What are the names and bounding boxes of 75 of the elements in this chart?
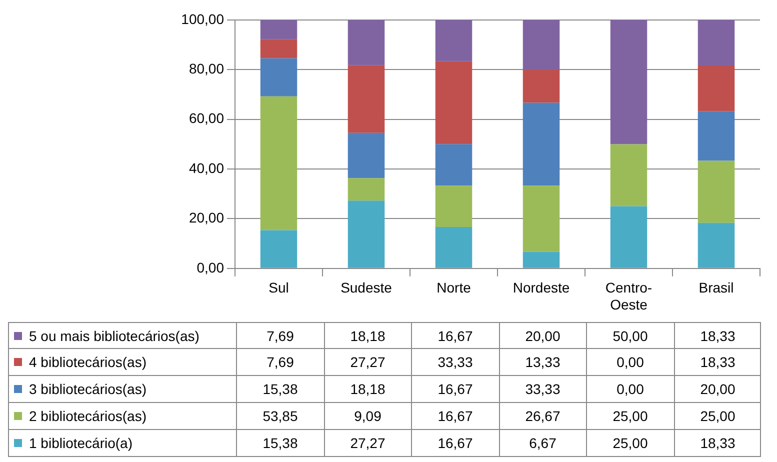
data-label: 20,00 (498, 323, 586, 349)
legend-label: 3 bibliotecários(as) (29, 380, 146, 399)
x-tick-label: Norte (436, 280, 472, 296)
data-label: 26,67 (498, 403, 586, 429)
bar (610, 144, 648, 206)
bar (348, 132, 385, 178)
bar (260, 230, 298, 268)
bar (348, 200, 385, 268)
data-label: 0,00 (586, 349, 674, 375)
bar (435, 186, 472, 227)
data-label: 16,67 (411, 376, 498, 402)
bar (698, 222, 735, 268)
data-label: 18,18 (324, 323, 411, 349)
data-label: 27,27 (324, 349, 411, 375)
data-label: 53,85 (236, 403, 324, 429)
x-tick-label: Sudeste (340, 280, 392, 296)
bar (435, 226, 472, 268)
bar (260, 96, 298, 230)
bar (260, 39, 298, 58)
data-label: 16,67 (411, 323, 498, 349)
x-tick-label: Brasil (698, 280, 734, 296)
data-label: 7,69 (236, 349, 324, 375)
legend-label: 5 ou mais bibliotecários(as) (29, 327, 200, 346)
bar (698, 160, 735, 223)
data-label: 25,00 (674, 403, 761, 429)
data-label: 27,27 (324, 430, 411, 456)
data-label: 15,38 (236, 430, 324, 456)
y-tick-label: 20,00 (188, 210, 224, 226)
data-label: 33,33 (411, 349, 498, 375)
legend-label: 2 bibliotecários(as) (29, 407, 146, 426)
bar (260, 58, 298, 96)
bar (522, 186, 560, 252)
bar (348, 65, 385, 133)
x-tick-label: Centro-Oeste (605, 280, 652, 312)
data-label: 18,33 (674, 349, 761, 375)
data-label: 20,00 (674, 376, 761, 402)
data-label: 0,00 (586, 376, 674, 402)
bar (522, 102, 560, 186)
data-label: 50,00 (586, 323, 674, 349)
data-label: 18,33 (674, 430, 761, 456)
bar (348, 20, 385, 66)
y-tick-label: 100,00 (181, 10, 224, 27)
data-label: 25,00 (586, 430, 674, 456)
bar (522, 20, 560, 70)
data-label: 16,67 (411, 403, 498, 429)
legend-label: 4 bibliotecários(as) (29, 353, 146, 372)
legend-label: 1 bibliotecário(a) (29, 434, 132, 453)
x-tick-label: Sul (268, 280, 289, 296)
bar (260, 20, 298, 40)
data-label: 18,18 (324, 376, 411, 402)
bar (435, 144, 472, 186)
x-tick-label: Nordeste (512, 280, 570, 296)
data-label: 18,33 (674, 323, 761, 349)
bar (698, 66, 735, 112)
y-tick-label: 40,00 (188, 160, 224, 176)
bar (610, 206, 648, 268)
bar (698, 20, 735, 66)
data-label: 15,38 (236, 376, 324, 402)
bar (348, 178, 385, 201)
bar (522, 252, 560, 268)
data-label: 6,67 (498, 430, 586, 456)
y-tick-label: 80,00 (188, 60, 224, 77)
data-label: 9,09 (324, 403, 411, 429)
bar (698, 111, 735, 161)
data-label: 16,67 (411, 430, 498, 456)
bar (435, 20, 472, 62)
bar (435, 61, 472, 144)
data-label: 25,00 (586, 403, 674, 429)
bar (522, 70, 560, 103)
bar (610, 20, 648, 144)
data-label: 13,33 (498, 349, 586, 375)
data-label: 7,69 (236, 323, 324, 349)
y-tick-label: 0,00 (196, 259, 224, 276)
data-label: 33,33 (498, 376, 586, 402)
y-tick-label: 60,00 (188, 110, 224, 126)
